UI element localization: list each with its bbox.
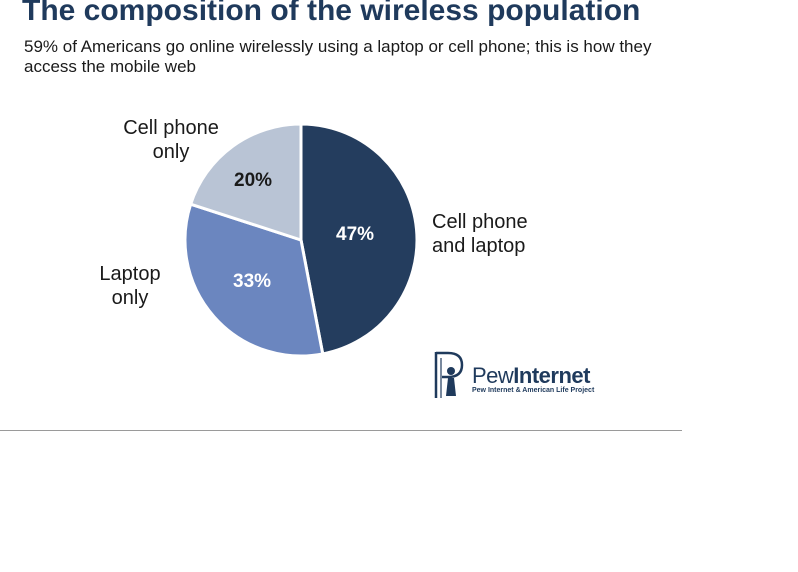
label-line: Cell phone xyxy=(432,211,528,233)
footer-divider xyxy=(0,430,682,431)
legend-label-cell-phone-and-laptop: Cell phone and laptop xyxy=(432,210,528,258)
pie-slice-cell-phone-only xyxy=(188,122,303,243)
label-line: only xyxy=(152,141,190,163)
data-label-cell-phone-and-laptop: 47% xyxy=(336,224,375,245)
logo-tagline: Pew Internet & American Life Project xyxy=(472,387,595,394)
label-line: Laptop xyxy=(99,263,161,285)
legend-label-laptop-only: Laptop only xyxy=(95,262,165,310)
pie-slice-cell-phone-and-laptop xyxy=(299,122,419,356)
chart-subtitle: 59% of Americans go online wirelessly us… xyxy=(24,37,652,76)
pew-logo-icon xyxy=(434,351,464,398)
logo-wordmark: PewInternet xyxy=(472,363,590,388)
label-line: and laptop xyxy=(432,235,526,257)
data-label-laptop-only: 33% xyxy=(233,271,272,292)
chart-title: The composition of the wireless populati… xyxy=(22,0,641,27)
label-line: Cell phone xyxy=(123,117,219,139)
data-label-cell-phone-only: 20% xyxy=(234,170,273,191)
label-line: only xyxy=(111,287,149,309)
pie-slice-laptop-only xyxy=(183,202,325,358)
pew-internet-logo: PewInternet Pew Internet & American Life… xyxy=(434,350,604,400)
legend-label-cell-phone-only: Cell phone only xyxy=(117,116,225,164)
